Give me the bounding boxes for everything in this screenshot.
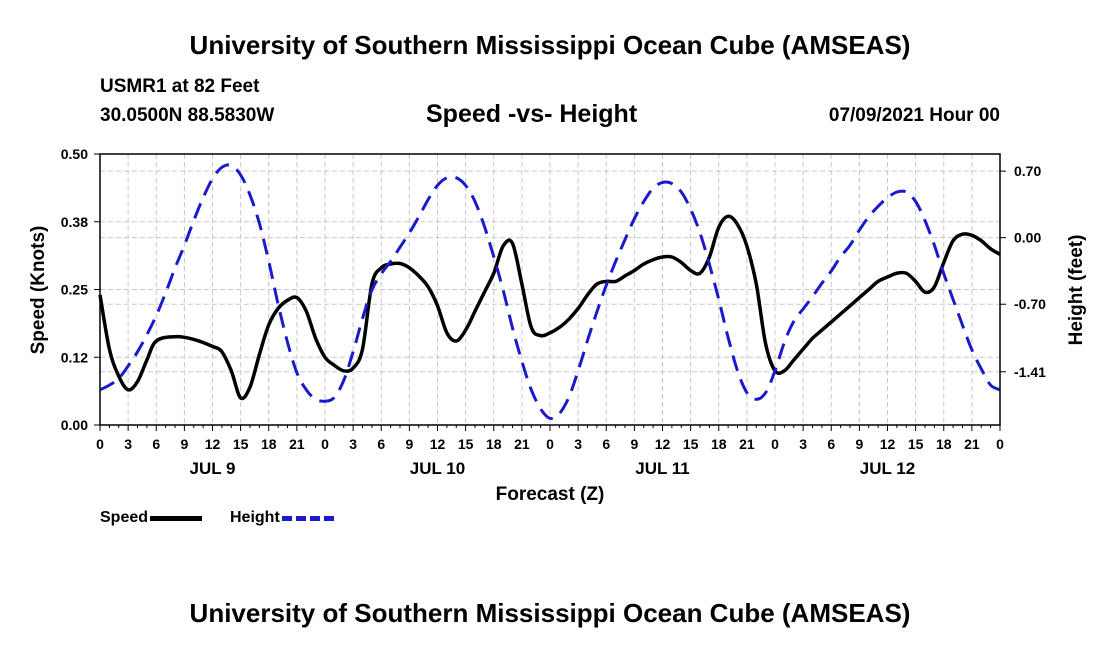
coordinates-label: 30.0500N 88.5830W <box>100 105 275 126</box>
x-tick-label: 3 <box>124 436 132 452</box>
y2-tick-label: 0.00 <box>1014 230 1041 246</box>
x-tick-label: 18 <box>936 436 952 452</box>
y-tick-label: 0.25 <box>61 282 88 298</box>
x-tick-label: 0 <box>321 436 329 452</box>
y-axis-label: Speed (Knots) <box>28 226 49 355</box>
day-label: JUL 10 <box>410 459 465 478</box>
legend-speed: Speed <box>100 509 203 527</box>
x-tick-label: 0 <box>771 436 779 452</box>
x-tick-label: 12 <box>205 436 221 452</box>
series-layer <box>98 163 1001 420</box>
x-tick-label: 9 <box>855 436 863 452</box>
x-tick-label: 15 <box>683 436 699 452</box>
grid <box>100 154 1000 425</box>
y-tick-label: 0.12 <box>61 349 88 365</box>
legend-height-label: Height <box>230 509 280 526</box>
legend-speed-swatch <box>150 515 203 521</box>
x-tick-label: 0 <box>96 436 104 452</box>
x-tick-label: 6 <box>377 436 385 452</box>
x-tick-label: 12 <box>430 436 446 452</box>
page-title: University of Southern Mississippi Ocean… <box>189 30 911 60</box>
x-tick-label: 21 <box>289 436 305 452</box>
x-tick-label: 21 <box>739 436 755 452</box>
speed-series-line <box>98 214 1001 401</box>
x-tick-label: 0 <box>996 436 1004 452</box>
x-tick-label: 3 <box>349 436 357 452</box>
y-tick-label: 0.50 <box>61 146 88 162</box>
forecast-date: 07/09/2021 Hour 00 <box>828 105 1000 126</box>
chart-title: Speed -vs- Height <box>426 100 638 128</box>
x-tick-label: 21 <box>514 436 530 452</box>
footer-title: University of Southern Mississippi Ocean… <box>189 598 911 628</box>
x-tick-label: 9 <box>630 436 638 452</box>
x-tick-label: 18 <box>486 436 502 452</box>
x-tick-label: 3 <box>799 436 807 452</box>
x-tick-label: 12 <box>655 436 671 452</box>
x-tick-label: 15 <box>908 436 924 452</box>
legend-speed-label: Speed <box>100 509 149 526</box>
day-label: JUL 9 <box>190 459 236 478</box>
y2-tick-label: -0.70 <box>1014 296 1046 312</box>
x-axis-label: Forecast (Z) <box>496 484 605 505</box>
height-series-line <box>99 163 1001 420</box>
x-tick-label: 6 <box>152 436 160 452</box>
x-tick-label: 0 <box>546 436 554 452</box>
x-tick-label: 3 <box>574 436 582 452</box>
x-tick-label: 18 <box>711 436 727 452</box>
x-tick-label: 6 <box>602 436 610 452</box>
y-tick-label: 0.00 <box>61 417 88 433</box>
day-label: JUL 12 <box>860 459 915 478</box>
x-tick-label: 21 <box>964 436 980 452</box>
x-tick-label: 12 <box>880 436 896 452</box>
legend-height-swatch <box>281 515 334 521</box>
x-tick-label: 15 <box>233 436 249 452</box>
x-tick-label: 18 <box>261 436 277 452</box>
y2-tick-label: 0.70 <box>1014 163 1041 179</box>
y2-tick-label: -1.41 <box>1014 364 1046 380</box>
day-label: JUL 11 <box>635 459 690 478</box>
axes: 0 3 6 9 12 15 18 21 0 3 6 9 12 15 18 21 0 3 6 9 12 15 18 21 0 3 6 9… <box>61 146 1046 478</box>
y2-axis-label: Height (feet) <box>1066 235 1087 346</box>
x-tick-label: 9 <box>180 436 188 452</box>
x-tick-label: 6 <box>827 436 835 452</box>
x-tick-label: 9 <box>405 436 413 452</box>
station-label: USMR1 at 82 Feet <box>100 76 260 97</box>
legend-height: Height <box>230 509 334 527</box>
y-tick-label: 0.38 <box>61 214 88 230</box>
x-tick-label: 15 <box>458 436 474 452</box>
